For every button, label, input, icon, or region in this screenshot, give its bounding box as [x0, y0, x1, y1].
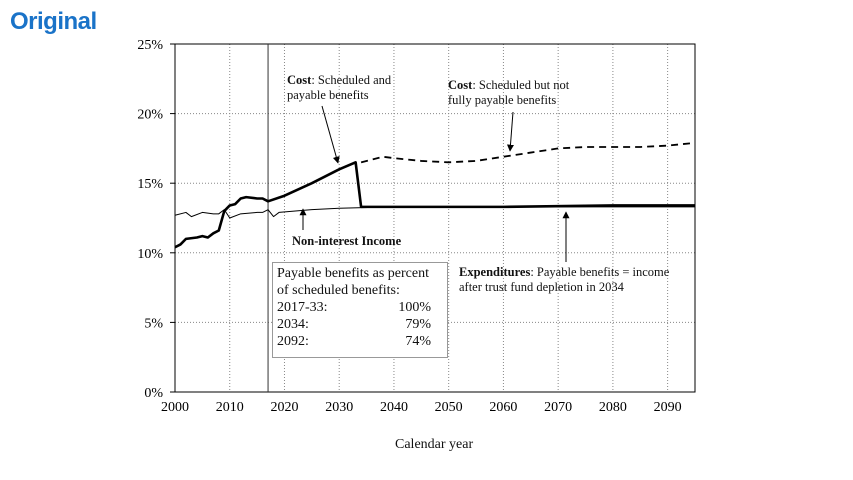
original-label: Original	[10, 8, 97, 35]
x-tick-label: 2060	[489, 400, 517, 415]
annotation-arrow	[321, 105, 340, 164]
x-tick-label: 2070	[544, 400, 572, 415]
annotation-cost-unpayable: Cost: Scheduled but not fully payable ben…	[448, 78, 570, 107]
annotation-expenditures: Expenditures: Payable benefits = income a…	[459, 265, 670, 294]
annotation-arrow	[506, 111, 514, 152]
x-tick-label: 2090	[654, 400, 682, 415]
y-tick-label: 15%	[137, 177, 163, 192]
x-tick-label: 2050	[435, 400, 463, 415]
table-row: 2034: 79%	[277, 317, 431, 332]
y-tick-label: 10%	[137, 247, 163, 262]
x-tick-label: 2020	[270, 400, 298, 415]
series-dashed	[360, 141, 696, 164]
x-tick-label: 2010	[216, 400, 244, 415]
annotation-income: Non-interest Income	[292, 234, 402, 248]
series-thin-solid	[174, 206, 695, 219]
x-tick-label: 2040	[380, 400, 408, 415]
series-thick-solid	[174, 161, 695, 249]
x-tick-label: 2080	[599, 400, 627, 415]
plot-frame	[174, 43, 696, 393]
y-tick-label: 5%	[144, 316, 163, 331]
table-title: Payable benefits as percent	[277, 266, 429, 281]
payable-benefits-table: Payable benefits as percent of scheduled…	[272, 262, 448, 358]
x-tick-label: 2000	[161, 400, 189, 415]
annotation-cost-scheduled: Cost: Scheduled and payable benefits	[287, 73, 392, 102]
table-row: 2017-33: 100%	[277, 300, 431, 315]
y-tick-label: 0%	[144, 386, 163, 401]
x-tick-label: 2030	[325, 400, 353, 415]
x-axis-label: Calendar year	[395, 437, 474, 452]
table-title: of scheduled benefits:	[277, 283, 400, 298]
y-tick-label: 25%	[137, 38, 163, 53]
table-row: 2092: 74%	[277, 334, 431, 349]
y-tick-label: 20%	[137, 108, 163, 123]
